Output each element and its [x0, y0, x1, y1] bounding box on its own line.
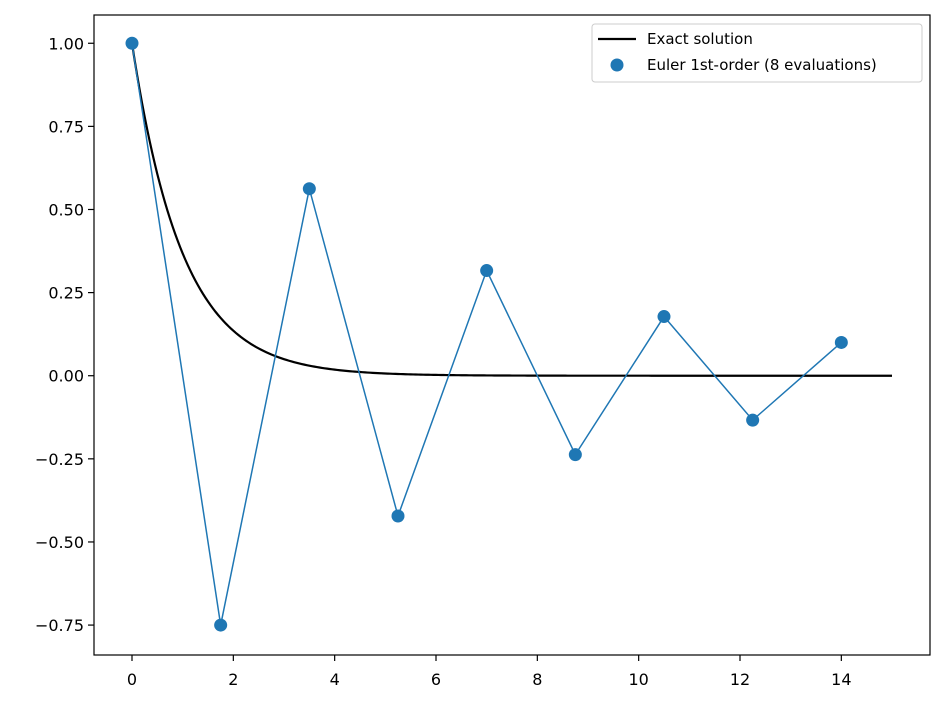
euler-point	[568, 448, 582, 462]
legend: Exact solution Euler 1st-order (8 evalua…	[591, 23, 923, 83]
x-tick-label: 12	[730, 670, 750, 689]
euler-point	[125, 36, 139, 50]
plot-area	[125, 36, 892, 632]
legend-label-exact-solution: Exact solution	[647, 30, 753, 48]
x-tick-label: 2	[228, 670, 238, 689]
legend-label-euler: Euler 1st-order (8 evaluations)	[647, 56, 877, 74]
legend-box	[591, 23, 923, 83]
series-line-exact-solution	[130, 43, 892, 377]
y-tick-label: −0.75	[35, 616, 84, 635]
euler-point	[480, 264, 494, 278]
euler-point	[214, 618, 228, 632]
euler-point	[302, 182, 316, 196]
y-tick-label: 0.00	[48, 367, 84, 386]
y-axis-ticks: 1.00 0.75 0.50 0.25 0.00 −0.25 −0.50 −0.75	[35, 34, 94, 635]
x-tick-label: 0	[127, 670, 137, 689]
x-tick-label: 6	[431, 670, 441, 689]
y-tick-label: −0.50	[35, 533, 84, 552]
y-tick-label: 1.00	[48, 34, 84, 53]
x-tick-label: 8	[532, 670, 542, 689]
legend-swatch-euler	[610, 58, 624, 72]
x-tick-label: 4	[330, 670, 340, 689]
euler-point	[746, 413, 760, 427]
y-tick-label: 0.25	[48, 284, 84, 303]
axes-frame	[93, 14, 931, 656]
x-tick-label: 10	[628, 670, 648, 689]
y-tick-label: 0.50	[48, 200, 84, 219]
y-tick-label: −0.25	[35, 450, 84, 469]
y-tick-label: 0.75	[48, 117, 84, 136]
x-tick-label: 14	[831, 670, 851, 689]
euler-point	[391, 509, 405, 523]
euler-point	[834, 335, 848, 349]
x-axis-ticks: 0 2 4 6 8 10 12 14	[127, 655, 852, 689]
euler-point	[657, 310, 671, 324]
